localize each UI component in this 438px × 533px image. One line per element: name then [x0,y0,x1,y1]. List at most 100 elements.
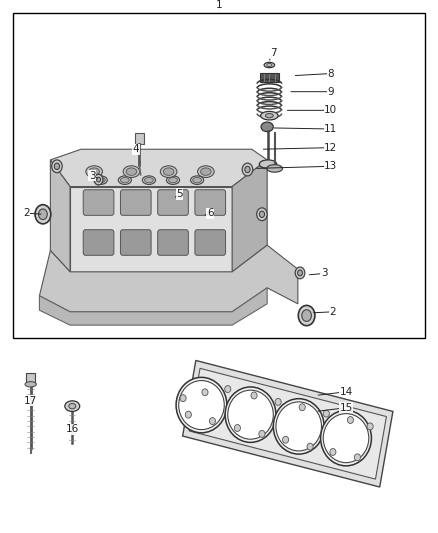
Ellipse shape [265,114,273,118]
Ellipse shape [166,176,180,184]
Text: 10: 10 [324,106,337,115]
Text: 2: 2 [329,307,336,317]
FancyBboxPatch shape [195,190,226,215]
Ellipse shape [193,177,201,183]
Text: 1: 1 [215,1,223,10]
FancyBboxPatch shape [158,230,188,255]
Ellipse shape [69,403,76,409]
Text: 8: 8 [327,69,334,78]
Ellipse shape [180,394,186,402]
Ellipse shape [120,177,129,183]
Ellipse shape [160,166,177,177]
Polygon shape [183,360,393,487]
Ellipse shape [126,168,137,175]
Ellipse shape [234,424,240,432]
Ellipse shape [251,392,257,399]
Ellipse shape [209,418,215,424]
Bar [135,133,144,144]
Bar [13,13,425,338]
Ellipse shape [35,205,51,224]
Ellipse shape [39,209,47,220]
Ellipse shape [264,62,275,68]
Ellipse shape [261,111,278,120]
Ellipse shape [96,177,100,182]
Polygon shape [189,368,386,479]
Ellipse shape [330,449,336,455]
Text: 7: 7 [270,49,277,58]
Ellipse shape [245,166,250,173]
Polygon shape [232,160,267,272]
Ellipse shape [52,160,62,173]
Ellipse shape [261,122,273,132]
Text: 11: 11 [324,124,337,134]
FancyBboxPatch shape [158,190,188,215]
Ellipse shape [94,174,103,185]
Ellipse shape [302,310,311,321]
Ellipse shape [163,168,174,175]
Text: 2: 2 [23,208,30,218]
Ellipse shape [354,454,360,461]
Ellipse shape [307,443,313,450]
Ellipse shape [367,423,373,430]
Text: 16: 16 [66,424,79,434]
Ellipse shape [299,404,305,410]
Text: 15: 15 [339,403,353,413]
Ellipse shape [323,410,329,417]
Ellipse shape [242,163,253,176]
Bar [26,373,35,383]
Ellipse shape [267,165,283,172]
Ellipse shape [118,176,131,184]
Ellipse shape [259,430,265,437]
Ellipse shape [202,389,208,395]
Polygon shape [50,149,267,187]
Bar [260,73,279,82]
Ellipse shape [123,166,140,177]
Ellipse shape [273,399,324,454]
Ellipse shape [176,377,227,433]
Ellipse shape [259,211,265,217]
FancyBboxPatch shape [195,230,226,255]
FancyBboxPatch shape [83,230,114,255]
Ellipse shape [191,176,204,184]
Ellipse shape [179,381,224,430]
Ellipse shape [142,176,155,184]
Text: 12: 12 [324,143,337,152]
Ellipse shape [65,401,80,411]
Ellipse shape [185,411,191,418]
Ellipse shape [267,63,272,67]
Ellipse shape [347,417,353,423]
Ellipse shape [295,267,305,279]
Ellipse shape [96,177,105,183]
Ellipse shape [323,414,369,463]
Ellipse shape [201,168,211,175]
Text: 5: 5 [176,189,183,199]
Ellipse shape [94,176,107,184]
Ellipse shape [86,166,102,177]
Ellipse shape [25,382,36,387]
Ellipse shape [225,386,231,392]
Ellipse shape [276,402,321,451]
Text: 13: 13 [324,161,337,171]
Text: 4: 4 [132,144,139,154]
Text: 6: 6 [207,208,214,218]
Polygon shape [50,160,70,272]
Polygon shape [70,187,232,272]
FancyBboxPatch shape [120,230,151,255]
Ellipse shape [321,410,371,466]
Polygon shape [39,245,298,312]
Ellipse shape [198,166,214,177]
Ellipse shape [145,177,153,183]
Ellipse shape [298,270,303,276]
Ellipse shape [259,160,277,168]
FancyBboxPatch shape [120,190,151,215]
Polygon shape [39,288,267,325]
Text: 3: 3 [321,269,328,278]
Ellipse shape [257,208,267,221]
Ellipse shape [225,387,276,442]
Ellipse shape [89,168,99,175]
Ellipse shape [169,177,177,183]
Text: 9: 9 [327,87,334,96]
Ellipse shape [275,399,281,405]
Ellipse shape [228,390,273,439]
Text: 17: 17 [24,396,37,406]
